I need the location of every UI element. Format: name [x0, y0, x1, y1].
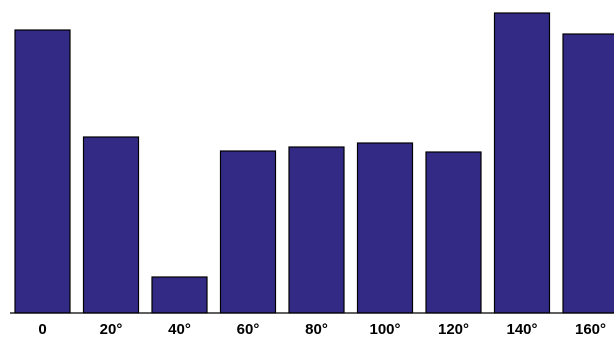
x-tick-label-0: 0 — [38, 321, 46, 338]
bar-1 — [82, 136, 140, 314]
x-tick-label-8: 160° — [575, 321, 606, 338]
bars-group — [14, 12, 614, 314]
x-tick-label-1: 20° — [100, 321, 123, 338]
bar-0 — [14, 29, 71, 314]
x-tick-label-7: 140° — [506, 321, 537, 338]
x-tick-label-2: 40° — [168, 321, 191, 338]
x-tick-label-5: 100° — [369, 321, 400, 338]
bar-3 — [219, 150, 277, 314]
bar-4 — [288, 146, 345, 314]
x-tick-label-6: 120° — [438, 321, 469, 338]
bar-5 — [356, 142, 414, 314]
bar-2 — [151, 276, 208, 314]
bar-6 — [425, 151, 482, 314]
bar-7 — [493, 12, 551, 314]
x-tick-labels: 0 20° 40° 60° 80° 100° 120° 140° 160° — [38, 321, 606, 338]
bar-8 — [562, 33, 614, 314]
x-tick-label-3: 60° — [237, 321, 260, 338]
x-tick-label-4: 80° — [305, 321, 328, 338]
